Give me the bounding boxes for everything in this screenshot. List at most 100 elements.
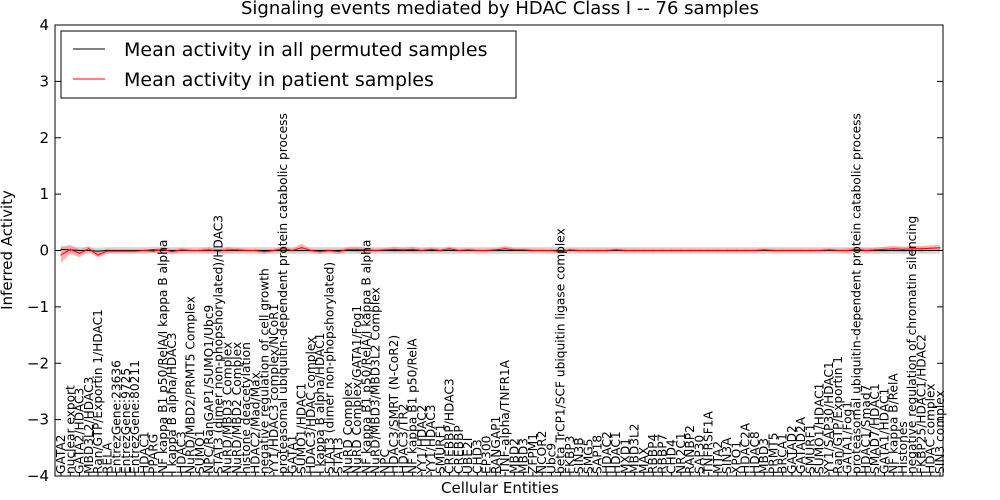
- data-point-patient: [97, 254, 99, 256]
- data-point-patient: [939, 247, 941, 249]
- x-tick-label: UBE2I: [461, 438, 475, 474]
- data-point-patient: [245, 249, 247, 252]
- x-tick-label: CHD4: [665, 439, 679, 474]
- data-point-patient: [597, 249, 599, 252]
- x-tick-label: CREBBP: [452, 425, 466, 474]
- x-tick-label: NF kappa B1 p50/RelA/I kappa B alpha: [156, 240, 170, 474]
- data-point-patient: [310, 249, 312, 252]
- x-tick-label: SIN3B: [572, 437, 586, 474]
- x-tick-label: SUMO1/HDAC1: [813, 383, 827, 474]
- data-point-patient: [560, 251, 562, 253]
- data-point-patient: [106, 250, 108, 252]
- data-point-patient: [893, 248, 895, 250]
- data-point-patient: [920, 248, 923, 250]
- x-tick-label: TNF-alpha/TNFR1A: [498, 359, 512, 475]
- x-tick-label: nuclear export: [63, 385, 77, 474]
- x-tick-label: HDAC8: [748, 431, 762, 474]
- x-tick-label: XPO1: [729, 441, 743, 474]
- data-point-patient: [254, 249, 256, 252]
- x-tick-label: SUMO1/HDAC1: [295, 383, 309, 474]
- data-point-patient: [115, 250, 118, 252]
- x-tick-label: beta TrCP1/SCF ubiquitin ligase complex: [554, 228, 568, 474]
- data-point-patient: [550, 249, 553, 252]
- x-tick-label: HDAC1/Smad7: [859, 385, 873, 474]
- data-point-permuted: [356, 249, 358, 252]
- x-tick-label: negative regulation of cell growth: [258, 268, 272, 474]
- y-axis-label: Inferred Activity: [0, 190, 16, 310]
- x-tick-label: YY1/HDAC2: [415, 405, 429, 475]
- x-tick-label: HDAC3/HDAC complex: [304, 337, 318, 474]
- x-tick-label: TNFRSF1A: [702, 410, 716, 475]
- x-tick-label: Ran/GTP/Exportin 1/HDAC1: [91, 309, 105, 474]
- data-point-patient: [754, 249, 756, 252]
- x-tick-label: GATA2: [54, 435, 68, 474]
- data-point-patient: [430, 248, 432, 250]
- x-tick-label: GATA1: [285, 435, 299, 474]
- plot-area: [60, 243, 941, 263]
- data-point-patient: [236, 249, 238, 251]
- x-tick-label: RANGAP1: [489, 416, 503, 474]
- data-point-permuted: [301, 249, 303, 252]
- data-point-patient: [199, 249, 201, 252]
- x-tick-label: proteasomal ubiquitin-dependent protein …: [276, 113, 290, 474]
- data-point-permuted: [347, 249, 349, 252]
- data-point-patient: [208, 249, 210, 251]
- data-point-patient: [393, 248, 395, 250]
- x-tick-label: HDAC complex: [924, 383, 938, 473]
- data-point-patient: [819, 249, 821, 252]
- x-tick-label: Histones: [896, 421, 910, 474]
- data-point-patient: [384, 249, 386, 251]
- data-point-permuted: [504, 249, 506, 252]
- data-point-patient: [772, 249, 775, 252]
- x-tick-label: SMURF1: [804, 424, 818, 474]
- x-tick-label: PPARG: [147, 434, 161, 474]
- x-tick-label: RANBP2: [683, 425, 697, 474]
- data-point-patient: [782, 249, 784, 252]
- x-tick-label: NPC: [378, 449, 392, 474]
- data-point-permuted: [60, 248, 62, 250]
- x-tick-label: MAX: [637, 447, 651, 474]
- data-point-permuted: [97, 250, 99, 252]
- data-point-permuted: [264, 249, 266, 252]
- x-tick-label: YY1/SAP30/HDAC1: [822, 361, 836, 475]
- data-point-patient: [467, 249, 469, 251]
- chart-title: Signaling events mediated by HDAC Class …: [241, 0, 759, 19]
- x-tick-label: SIN3 complex: [933, 390, 947, 474]
- x-tick-label: NF kappa B1 p50/RelA/I kappa B alpha: [359, 240, 373, 474]
- data-point-patient: [708, 249, 710, 252]
- data-point-patient: [902, 248, 904, 250]
- data-point-patient: [189, 249, 192, 252]
- data-point-patient: [698, 249, 701, 252]
- y-tick-label: 1: [39, 185, 49, 203]
- x-axis-label: Cellular Entities: [441, 479, 559, 497]
- data-point-patient: [837, 249, 839, 252]
- data-point-patient: [375, 249, 377, 252]
- y-axis: −4 −3 −2 −1 0 1 2 3 4: [27, 16, 943, 485]
- data-point-permuted: [171, 249, 173, 252]
- data-point-permuted: [883, 249, 886, 252]
- data-point-patient: [541, 249, 543, 252]
- data-point-patient: [883, 248, 886, 250]
- data-point-permuted: [393, 249, 395, 252]
- x-tick-label: GATA1/Fog1: [841, 401, 855, 474]
- x-tick-label: GATAD2A: [794, 416, 808, 474]
- data-point-permuted: [319, 249, 321, 252]
- x-tick-label: HDAC2/Mad/Max: [248, 372, 262, 474]
- x-tick-label: NuRD Complex: [341, 382, 355, 474]
- x-tick-label: MBD3L2: [628, 423, 642, 474]
- x-tick-label: NF kappa B1 p50/RelA: [406, 338, 420, 474]
- x-tick-label: STAT3 (dimer non-phopshorylated): [322, 262, 336, 474]
- data-point-patient: [347, 248, 349, 250]
- data-point-permuted: [78, 249, 81, 252]
- x-tick-label: SAP30: [692, 435, 706, 474]
- x-tick-label: NuRD/MBD2/PRMT5 Complex: [184, 296, 198, 474]
- y-tick-label: −1: [27, 298, 49, 316]
- y-tick-label: 2: [39, 129, 49, 147]
- data-point-permuted: [449, 249, 451, 252]
- y-tick-label: −4: [27, 467, 49, 485]
- x-tick-label: proteasomal ubiquitin-dependent protein …: [850, 113, 864, 474]
- data-point-patient: [532, 249, 534, 252]
- data-point-patient: [476, 249, 478, 252]
- data-point-patient: [856, 248, 858, 250]
